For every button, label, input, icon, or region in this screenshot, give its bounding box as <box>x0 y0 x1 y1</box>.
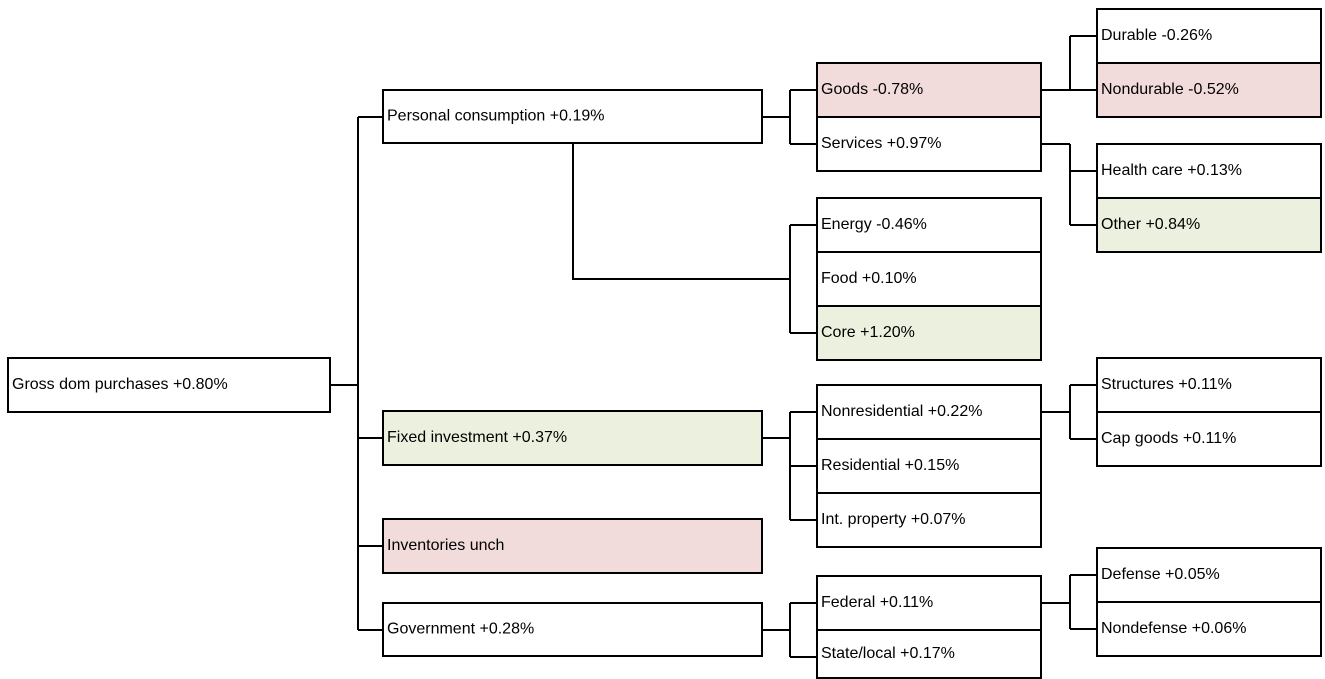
node-label: Fixed investment +0.37% <box>387 429 567 446</box>
node-box <box>382 410 763 466</box>
node-box <box>816 384 1042 440</box>
node-box <box>816 575 1042 631</box>
node-box <box>1096 62 1322 118</box>
node-label: Federal +0.11% <box>821 594 933 611</box>
node-box <box>1096 411 1322 467</box>
node-label: Health care +0.13% <box>1101 162 1242 179</box>
node-label: Structures +0.11% <box>1101 376 1232 393</box>
node-box <box>816 438 1042 494</box>
node-label: Gross dom purchases +0.80% <box>12 376 228 393</box>
node-label: Personal consumption +0.19% <box>387 108 604 125</box>
node-label: Government +0.28% <box>387 621 534 638</box>
node-box <box>382 89 763 144</box>
node-box <box>7 357 331 413</box>
node-box <box>816 116 1042 172</box>
node-label: Services +0.97% <box>821 135 942 152</box>
node-label: Core +1.20% <box>821 324 915 341</box>
node-label: Goods -0.78% <box>821 81 923 98</box>
node-label: Inventories unch <box>387 537 504 554</box>
node-box <box>1096 357 1322 413</box>
connectors <box>330 35 1097 658</box>
node-box <box>816 62 1042 118</box>
node-label: Nondurable -0.52% <box>1101 81 1239 98</box>
node-label: Nondefense +0.06% <box>1101 620 1246 637</box>
node-box <box>1096 197 1322 253</box>
node-label: Energy -0.46% <box>821 216 927 233</box>
node-label: Int. property +0.07% <box>821 511 966 528</box>
node-label: State/local +0.17% <box>821 645 955 662</box>
node-box <box>816 305 1042 361</box>
node-label: Food +0.10% <box>821 270 917 287</box>
node-label: Nonresidential +0.22% <box>821 403 982 420</box>
node-label: Cap goods +0.11% <box>1101 430 1236 447</box>
node-box <box>382 602 763 657</box>
node-box <box>816 492 1042 548</box>
node-box <box>382 518 763 574</box>
node-label: Durable -0.26% <box>1101 27 1212 44</box>
node-label: Residential +0.15% <box>821 457 959 474</box>
node-box <box>816 629 1042 679</box>
node-box <box>1096 601 1322 657</box>
node-label: Other +0.84% <box>1101 216 1200 233</box>
node-label: Defense +0.05% <box>1101 566 1220 583</box>
node-box <box>1096 143 1322 199</box>
node-box <box>1096 8 1322 64</box>
node-box <box>1096 547 1322 603</box>
